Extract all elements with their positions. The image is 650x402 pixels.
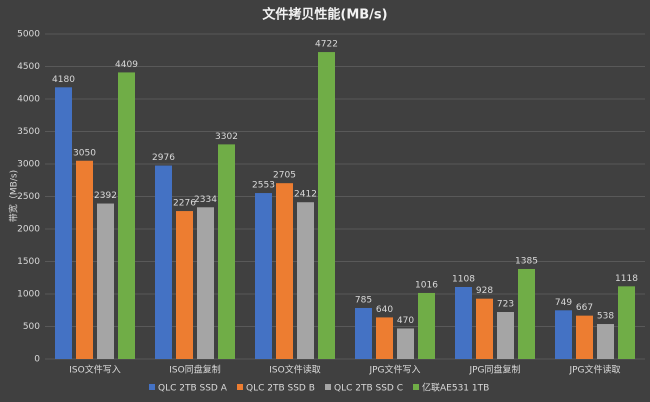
bar [76, 160, 93, 359]
bar [597, 324, 614, 359]
bar [476, 298, 493, 359]
data-label: 4722 [315, 40, 338, 50]
x-tick-label: ISO文件读取 [269, 364, 320, 376]
legend-label: QLC 2TB SSD B [246, 384, 315, 394]
legend-label: 亿联AE531 1TB [422, 382, 489, 394]
bar [518, 268, 535, 359]
bar [118, 72, 135, 359]
data-label: 4180 [52, 75, 75, 85]
data-label: 1108 [452, 274, 475, 284]
data-label: 640 [376, 305, 393, 315]
bar [297, 202, 314, 359]
bar [318, 52, 335, 359]
x-tick-label: JPG同盘复制 [468, 364, 520, 376]
data-label: 2334 [194, 195, 217, 205]
y-tick-label: 1500 [17, 257, 40, 267]
data-label: 470 [397, 316, 414, 326]
legend-label: QLC 2TB SSD C [334, 384, 403, 394]
bar [376, 317, 393, 359]
y-tick-label: 2500 [17, 192, 40, 202]
y-tick-label: 1000 [17, 290, 40, 300]
y-tick-label: 3500 [17, 127, 40, 137]
data-label: 1118 [615, 274, 638, 284]
y-tick-label: 5000 [17, 30, 40, 40]
data-label: 785 [355, 295, 372, 305]
data-label: 667 [576, 303, 593, 313]
bar [55, 87, 72, 360]
bar [355, 307, 372, 359]
bar [197, 207, 214, 359]
x-tick-label: ISO同盘复制 [169, 364, 220, 376]
legend-swatch [149, 384, 155, 390]
bar [576, 315, 593, 359]
chart-title: 文件拷贝性能(MB/s) [262, 7, 387, 23]
y-axis-label: 带宽（MB/s) [8, 170, 20, 222]
data-label: 1016 [415, 280, 438, 290]
y-tick-label: 3000 [17, 160, 40, 170]
legend-swatch [237, 384, 243, 390]
data-label: 2392 [94, 191, 117, 201]
y-tick-label: 0 [34, 355, 40, 365]
bar [276, 183, 293, 359]
y-tick-label: 4000 [17, 95, 40, 105]
data-label: 3050 [73, 148, 96, 158]
y-tick-label: 2000 [17, 225, 40, 235]
bar [97, 203, 114, 359]
legend-label: QLC 2TB SSD A [158, 384, 228, 394]
data-label: 2553 [252, 181, 275, 191]
legend-swatch [413, 384, 419, 390]
x-tick-label: JPG文件读取 [568, 364, 620, 376]
bar [155, 165, 172, 359]
data-label: 2276 [173, 199, 196, 209]
data-label: 749 [555, 298, 572, 308]
data-label: 3302 [215, 132, 238, 142]
bar [418, 292, 435, 359]
bar [218, 144, 235, 359]
y-tick-label: 4500 [17, 62, 40, 72]
bar [618, 286, 635, 359]
data-label: 538 [597, 312, 614, 322]
data-label: 2976 [152, 153, 175, 163]
data-label: 2705 [273, 171, 296, 181]
x-tick-label: JPG文件写入 [368, 364, 420, 376]
y-tick-label: 500 [23, 322, 40, 332]
data-label: 4409 [115, 60, 138, 70]
x-tick-label: ISO文件写入 [69, 364, 120, 376]
bar [555, 310, 572, 359]
bar [497, 312, 514, 359]
bar [455, 286, 472, 359]
bar [397, 328, 414, 359]
data-label: 2412 [294, 190, 317, 200]
data-label: 1385 [515, 256, 538, 266]
data-label: 928 [476, 286, 493, 296]
bar [255, 193, 272, 359]
data-label: 723 [497, 300, 514, 310]
bar [176, 211, 193, 359]
legend-swatch [325, 384, 331, 390]
